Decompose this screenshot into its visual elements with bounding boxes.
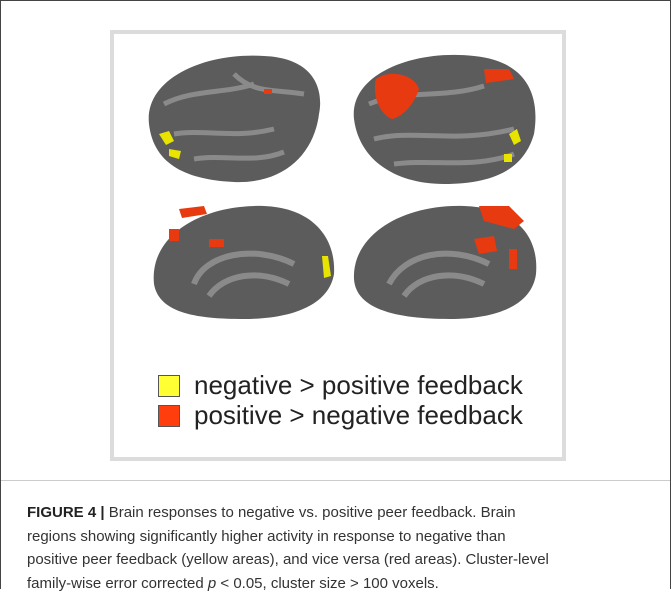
legend-swatch bbox=[158, 375, 180, 397]
legend-item: negative > positive feedback bbox=[158, 370, 523, 401]
brain-top-left bbox=[149, 56, 320, 182]
brain-top-right bbox=[354, 55, 536, 184]
caption-line: FIGURE 4 | Brain responses to negative v… bbox=[27, 501, 549, 525]
caption-line: family-wise error corrected p < 0.05, cl… bbox=[27, 572, 549, 596]
caption-italic: p bbox=[208, 575, 216, 592]
caption-text: < 0.05, cluster size > 100 voxels. bbox=[216, 575, 439, 592]
caption-text: family-wise error corrected bbox=[27, 575, 208, 592]
figure-panel: negative > positive feedback positive > … bbox=[110, 30, 566, 461]
legend-item: positive > negative feedback bbox=[158, 400, 523, 431]
divider bbox=[1, 480, 670, 481]
legend-swatch bbox=[158, 405, 180, 427]
legend-label: positive > negative feedback bbox=[194, 400, 523, 431]
brain-bottom-left bbox=[154, 206, 334, 319]
caption-line: positive peer feedback (yellow areas), a… bbox=[27, 548, 549, 572]
caption: FIGURE 4 | Brain responses to negative v… bbox=[27, 501, 549, 595]
caption-text: Brain responses to negative vs. positive… bbox=[109, 504, 516, 521]
caption-line: regions showing significantly higher act… bbox=[27, 525, 549, 549]
caption-label: FIGURE 4 | bbox=[27, 504, 105, 521]
brain-bottom-right bbox=[354, 206, 536, 319]
brain-images bbox=[114, 34, 562, 334]
page: negative > positive feedback positive > … bbox=[0, 0, 671, 600]
legend-label: negative > positive feedback bbox=[194, 370, 523, 401]
